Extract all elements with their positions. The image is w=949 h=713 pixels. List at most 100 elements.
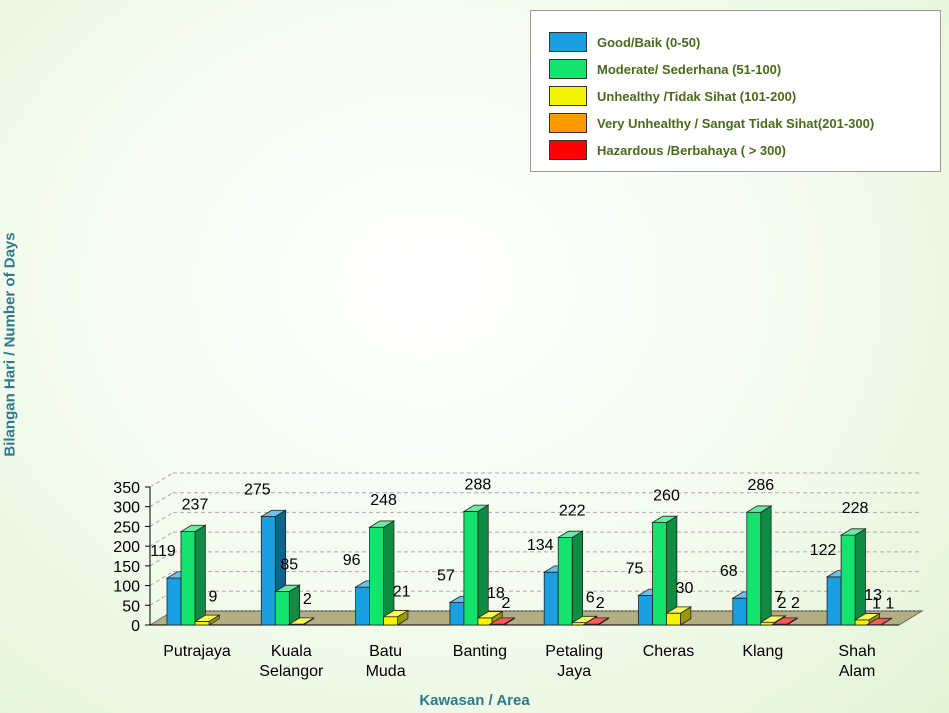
bar-1-1-top: [273, 584, 302, 592]
value-label-0-7: 122: [810, 542, 837, 559]
value-label-1-6: 286: [747, 477, 774, 494]
x-tick-label-5-0: Cheras: [643, 643, 695, 660]
value-label-0-4: 134: [527, 537, 554, 554]
bar-4-4-top: [582, 617, 610, 625]
bar-2-4-top: [570, 615, 598, 624]
bar-0-4: [543, 571, 559, 626]
bar-0-0: [166, 577, 182, 626]
value-label-4-4: 2: [596, 595, 605, 612]
value-label-2-4: 6: [586, 590, 595, 607]
value-label-0-2: 96: [343, 552, 361, 569]
x-tick-label-3-0: Banting: [453, 643, 507, 660]
y-tick-label-250: 250: [113, 519, 140, 536]
y-tick-label-200: 200: [113, 539, 140, 556]
value-label-4-7: 1 1: [872, 596, 894, 613]
value-label-1-2: 248: [370, 492, 397, 509]
value-label-4-3: 2: [501, 595, 510, 612]
legend-item-moderate: Moderate/ Sederhana (51-100): [549, 58, 781, 80]
gridline-diag-200: [149, 531, 174, 547]
value-label-0-5: 75: [626, 560, 644, 577]
value-label-2-1: 2: [303, 591, 312, 608]
bar-2-5: [666, 612, 681, 626]
y-tick-label-50: 50: [122, 598, 140, 615]
gridline-diag-350: [149, 472, 174, 488]
x-tick-label-7-0: Shah: [838, 643, 875, 660]
gridline-diag-100: [149, 571, 174, 586]
x-tick-label-2-1: Muda: [366, 663, 406, 680]
bar-1-2-side: [383, 520, 395, 626]
value-label-0-6: 68: [720, 563, 738, 580]
legend-label-moderate: Moderate/ Sederhana (51-100): [597, 61, 782, 77]
bar-0-1-top: [259, 509, 288, 517]
x-tick-label-7-1: Alam: [839, 663, 875, 680]
x-tick-label-4-1: Jaya: [557, 663, 591, 680]
value-label-2-5: 30: [676, 580, 694, 597]
x-tick-label-2-0: Batu: [369, 643, 402, 660]
bar-2-6-top: [759, 615, 787, 623]
value-label-2-3: 18: [487, 585, 505, 602]
legend-swatch-moderate: [549, 59, 587, 79]
legend-label-unhealthy: Unhealthy /Tidak Sihat (101-200): [597, 88, 797, 104]
bar-1-4: [557, 537, 573, 626]
bar-0-5: [638, 595, 653, 626]
x-tick-label-4-0: Petaling: [545, 643, 603, 660]
y-tick-label-0: 0: [131, 618, 140, 635]
legend-item-unhealthy: Unhealthy /Tidak Sihat (101-200): [549, 85, 796, 107]
bar-2-5-top: [665, 606, 693, 614]
bar-2-2-top: [382, 610, 410, 618]
gridline-diag-300: [149, 492, 174, 508]
value-label-1-0: 237: [182, 497, 209, 514]
bar-2-7-top: [853, 613, 881, 621]
value-label-1-1: 85: [280, 556, 298, 573]
bar-0-2: [355, 586, 371, 626]
gridline-diag-150: [149, 551, 174, 567]
value-label-1-7: 228: [842, 500, 869, 517]
gridline-diag-250: [149, 511, 174, 527]
value-label-2-7: 13: [864, 587, 882, 604]
legend-swatch-very-unhealthy: [549, 113, 587, 133]
bar-1-6: [746, 511, 762, 626]
bar-2-0-top: [193, 614, 221, 622]
value-label-2-0: 9: [209, 588, 218, 605]
bar-1-3-top: [462, 504, 490, 512]
bar-1-1: [274, 591, 290, 626]
x-tick-label-6-0: Klang: [742, 643, 783, 660]
bar-1-2: [369, 526, 385, 626]
value-label-0-3: 57: [437, 568, 455, 585]
bar-1-3-side: [477, 504, 489, 626]
value-label-1-3: 288: [465, 476, 492, 493]
bar-1-5-top: [651, 515, 679, 523]
bar-4-3-top: [488, 617, 516, 625]
bar-0-3: [449, 602, 465, 626]
value-label-4-6: 2 2: [778, 595, 800, 612]
bar-0-7: [826, 576, 842, 626]
legend-swatch-unhealthy: [549, 86, 587, 106]
bar-2-3-top: [476, 611, 504, 619]
x-tick-label-1-0: Kuala: [271, 643, 312, 660]
legend-label-hazardous: Hazardous /Berbahaya ( > 300): [597, 142, 786, 158]
bar-1-4-side: [571, 530, 583, 626]
legend-item-very-unhealthy: Very Unhealthy / Sangat Tidak Sihat(201-…: [549, 112, 874, 134]
bar-1-0-side: [194, 524, 206, 626]
x-axis-title-part1: Kawasan /: [419, 692, 497, 709]
bar-1-7-top: [839, 528, 867, 536]
value-label-2-2: 21: [393, 584, 411, 601]
bar-4-6-top: [771, 617, 799, 625]
bar-1-6-top: [745, 505, 773, 513]
bar-1-5: [652, 522, 667, 626]
legend: Good/Baik (0-50) Moderate/ Sederhana (51…: [530, 10, 941, 172]
bar-1-0: [180, 531, 196, 626]
x-tick-label-0-0: Putrajaya: [163, 643, 231, 660]
bar-1-0-top: [179, 524, 207, 532]
bar-1-6-side: [760, 505, 772, 626]
legend-label-good: Good/Baik (0-50): [597, 34, 701, 50]
y-axis-title: Bilangan Hari / Number of Days: [1, 232, 19, 457]
x-axis-title: Kawasan / Area: [0, 692, 949, 709]
legend-item-good: Good/Baik (0-50): [549, 31, 700, 53]
legend-label-very-unhealthy: Very Unhealthy / Sangat Tidak Sihat(201-…: [597, 115, 875, 131]
bar-1-7-side: [854, 528, 866, 626]
bar-0-1: [260, 516, 276, 626]
bar-1-3: [463, 511, 479, 626]
y-tick-label-100: 100: [113, 579, 140, 596]
